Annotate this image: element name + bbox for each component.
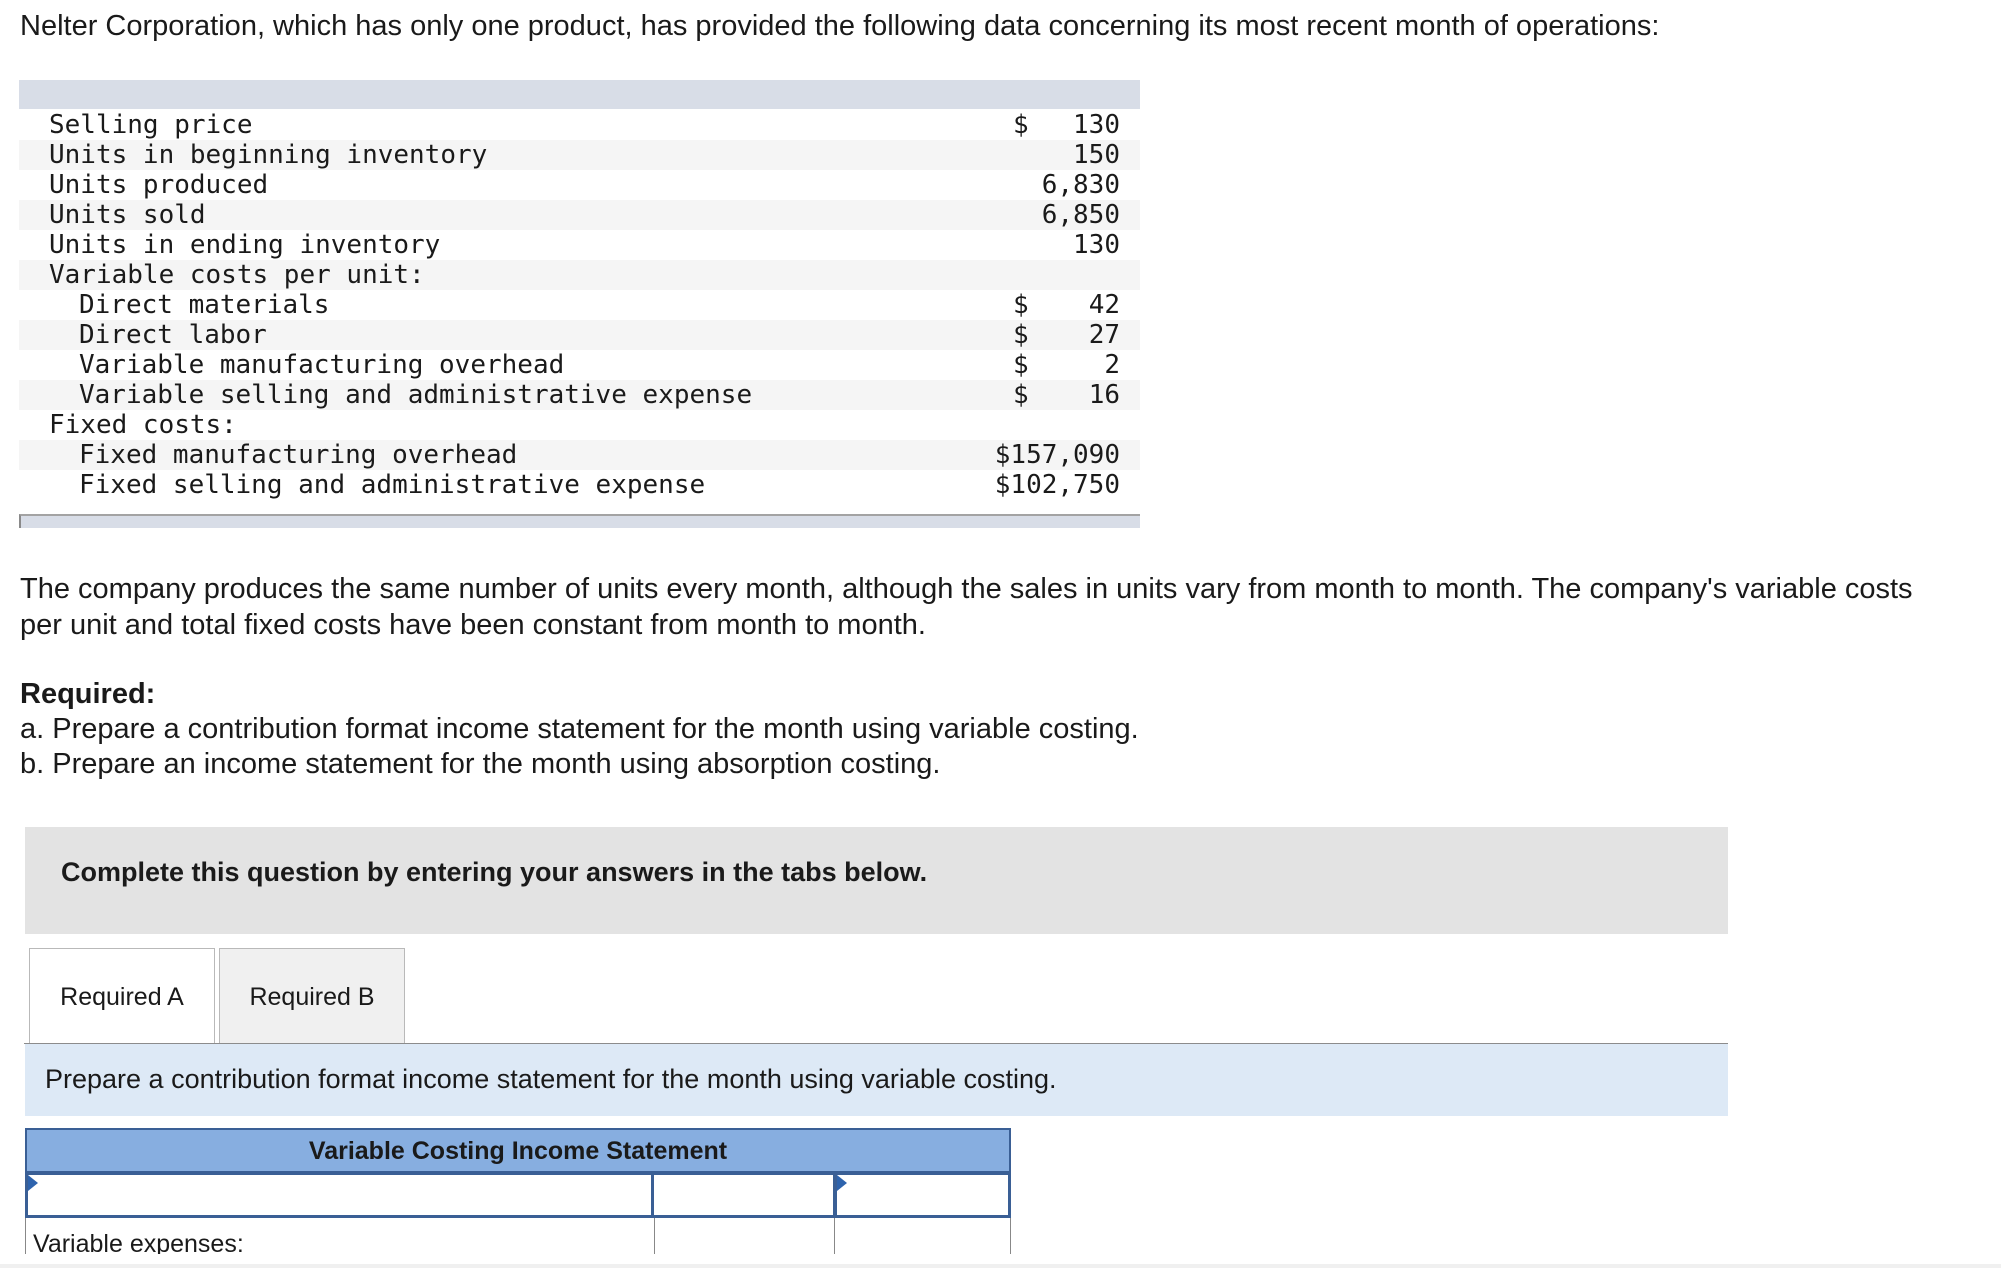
- statement-total-input[interactable]: [834, 1218, 1011, 1254]
- dropdown-marker-icon: [28, 1175, 38, 1191]
- bottom-divider: [0, 1264, 2001, 1268]
- variable-expenses-label: Variable expenses:: [33, 1230, 244, 1254]
- statement-label-cell: Variable expenses:: [25, 1218, 654, 1254]
- prompt-banner: Prepare a contribution format income sta…: [25, 1044, 1728, 1116]
- data-row: Selling price $130: [49, 110, 1120, 140]
- tab-required-b[interactable]: Required B: [219, 948, 405, 1044]
- description-paragraph: The company produces the same number of …: [20, 573, 1913, 641]
- data-row: Fixed costs:: [49, 410, 237, 440]
- required-section: Required: a. Prepare a contribution form…: [20, 677, 1139, 782]
- income-statement-table: Variable Costing Income Statement Variab…: [25, 1128, 1011, 1254]
- data-row: Variable costs per unit:: [19, 260, 1140, 290]
- data-row: Direct labor $27: [19, 320, 1140, 350]
- data-row: Variable manufacturing overhead $2: [79, 350, 1120, 380]
- intro-text: Nelter Corporation, which has only one p…: [20, 10, 1660, 42]
- prompt-text: Prepare a contribution format income sta…: [45, 1064, 1057, 1094]
- data-row: Units in beginning inventory 150: [19, 140, 1140, 170]
- statement-amount-input[interactable]: [654, 1218, 834, 1254]
- data-row: Units in ending inventory 130: [49, 230, 1120, 260]
- data-row: Units produced 6,830: [49, 170, 1120, 200]
- data-row: Units sold 6,850: [19, 200, 1140, 230]
- data-row: Direct materials $42: [79, 290, 1120, 320]
- statement-total-input[interactable]: [834, 1173, 1011, 1218]
- data-table-header: [19, 80, 1140, 109]
- statement-row: [25, 1173, 1011, 1218]
- data-row: Variable selling and administrative expe…: [19, 380, 1140, 410]
- data-row: Fixed manufacturing overhead $157,090: [19, 440, 1140, 470]
- data-row: Fixed selling and administrative expense…: [79, 470, 1120, 500]
- statement-amount-input[interactable]: [654, 1173, 834, 1218]
- instruction-banner: Complete this question by entering your …: [25, 827, 1728, 934]
- statement-label-input[interactable]: [25, 1173, 654, 1218]
- statement-row: Variable expenses:: [25, 1218, 1011, 1254]
- data-table: Selling price $130 Units in beginning inv…: [19, 80, 1140, 528]
- required-title: Required:: [20, 678, 156, 710]
- tab-required-a[interactable]: Required A: [29, 948, 215, 1044]
- data-table-footer: [19, 514, 1140, 528]
- dropdown-marker-icon: [837, 1175, 847, 1191]
- tab-divider: [24, 1043, 1728, 1044]
- instruction-text: Complete this question by entering your …: [61, 857, 928, 887]
- required-a-text: a. Prepare a contribution format income …: [20, 713, 1139, 745]
- statement-title: Variable Costing Income Statement: [25, 1128, 1011, 1173]
- required-b-text: b. Prepare an income statement for the m…: [20, 748, 941, 780]
